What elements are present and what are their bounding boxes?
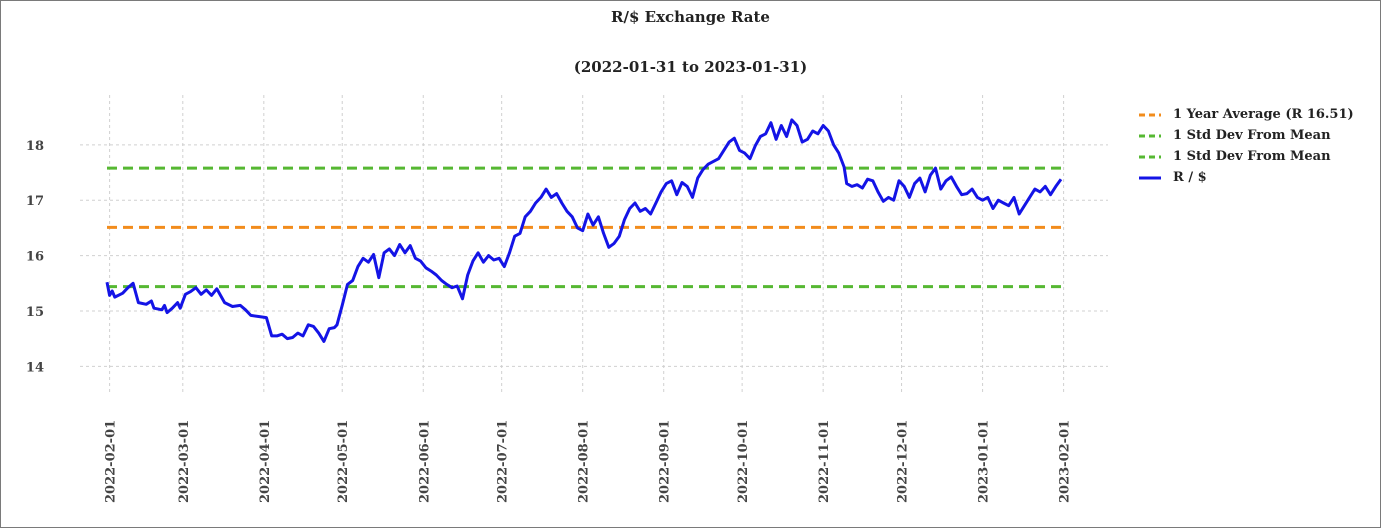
x-tick-label: 2022-10-01 — [736, 420, 751, 503]
x-tick-label: 2022-07-01 — [496, 420, 511, 503]
legend-item: 1 Year Average (R 16.51) — [1137, 104, 1354, 125]
y-tick-label: 18 — [26, 139, 44, 154]
y-tick-label: 16 — [26, 250, 44, 265]
exchange-rate-line — [105, 118, 1063, 343]
x-tick-label: 2022-06-01 — [417, 420, 432, 503]
x-tick-label: 2022-04-01 — [258, 420, 273, 503]
y-tick-label: 15 — [26, 305, 44, 320]
legend-label: 1 Std Dev From Mean — [1173, 149, 1331, 164]
legend-label: 1 Std Dev From Mean — [1173, 128, 1331, 143]
legend-swatch — [1139, 155, 1161, 158]
x-tick-label: 2022-08-01 — [577, 420, 592, 503]
legend-item: 1 Std Dev From Mean — [1137, 125, 1354, 146]
y-tick-label: 17 — [26, 194, 44, 209]
legend-item: R / $ — [1137, 167, 1354, 188]
x-tick-label: 2022-03-01 — [177, 420, 192, 503]
chart-subtitle: (2022-01-31 to 2023-01-31) — [573, 58, 808, 76]
x-tick-label: 2022-09-01 — [658, 420, 673, 503]
legend: 1 Year Average (R 16.51) 1 Std Dev From M… — [1137, 104, 1354, 188]
x-tick-label: 2023-01-01 — [977, 420, 992, 503]
x-tick-label: 2022-05-01 — [336, 420, 351, 503]
chart-title: R/$ Exchange Rate — [611, 8, 770, 26]
y-tick-label: 14 — [26, 360, 44, 375]
legend-label: 1 Year Average (R 16.51) — [1173, 107, 1354, 122]
x-tick-label: 2022-11-01 — [817, 420, 832, 503]
legend-label: R / $ — [1173, 170, 1207, 185]
legend-swatch — [1139, 134, 1161, 137]
legend-swatch — [1139, 176, 1161, 179]
x-tick-label: 2022-02-01 — [104, 420, 119, 503]
x-tick-label: 2023-02-01 — [1058, 420, 1073, 503]
x-tick-label: 2022-12-01 — [896, 420, 911, 503]
legend-swatch — [1139, 113, 1161, 116]
legend-item: 1 Std Dev From Mean — [1137, 146, 1354, 167]
